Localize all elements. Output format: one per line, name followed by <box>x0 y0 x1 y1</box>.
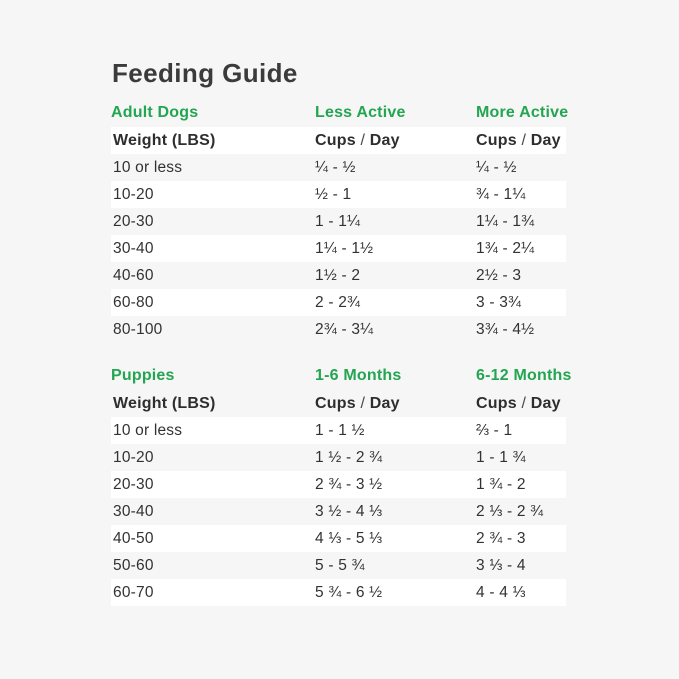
less-active-value: ½ - 1 <box>315 185 352 203</box>
table-row: 80-100 2¾ - 3¼ 3¾ - 4½ <box>111 316 566 343</box>
cups-label: Cups <box>315 394 356 412</box>
day-label: Day <box>530 131 561 149</box>
cups-per-day-header: Cups / Day <box>476 132 566 150</box>
weight-value: 40-60 <box>113 266 154 284</box>
more-active-value: 1¾ - 2¼ <box>476 239 535 257</box>
months-1-6-value: 5 ¾ - 6 ½ <box>315 583 383 601</box>
cups-label: Cups <box>476 131 517 149</box>
months-6-12-value: 1 ¾ - 2 <box>476 475 526 493</box>
puppies-section-label: Puppies <box>111 367 175 384</box>
weight-value: 10 or less <box>113 158 183 176</box>
less-active-column-label: Less Active <box>315 104 406 121</box>
less-active-value: 1¼ - 1½ <box>315 239 374 257</box>
cups-per-day-header: Cups / Day <box>476 395 566 413</box>
weight-lbs-header: Weight (LBS) <box>113 131 216 149</box>
adult-section-header-row: Adult Dogs Less Active More Active <box>111 99 569 127</box>
day-label: Day <box>530 394 561 412</box>
more-active-value: 3¾ - 4½ <box>476 320 535 338</box>
months-6-12-value: 1 - 1 ¾ <box>476 448 526 466</box>
day-label: Day <box>369 131 400 149</box>
table-row: 60-70 5 ¾ - 6 ½ 4 - 4 ⅓ <box>111 579 566 606</box>
table-row: 60-80 2 - 2¾ 3 - 3¾ <box>111 289 566 316</box>
more-active-value: ¾ - 1¼ <box>476 185 526 203</box>
slash-separator: / <box>521 394 527 412</box>
months-6-12-column-label: 6-12 Months <box>476 367 572 384</box>
less-active-value: 2 - 2¾ <box>315 293 361 311</box>
weight-value: 50-60 <box>113 556 154 574</box>
slash-separator: / <box>360 394 366 412</box>
less-active-value: 1½ - 2 <box>315 266 361 284</box>
months-6-12-value: 2 ¾ - 3 <box>476 529 526 547</box>
page-title: Feeding Guide <box>112 58 298 88</box>
months-1-6-value: 2 ¾ - 3 ½ <box>315 475 383 493</box>
table-row: 20-30 2 ¾ - 3 ½ 1 ¾ - 2 <box>111 471 566 498</box>
puppy-table-rows: Weight (LBS) Cups / Day Cups / Day 10 or… <box>111 390 566 606</box>
weight-value: 30-40 <box>113 502 154 520</box>
table-row: 40-50 4 ⅓ - 5 ⅓ 2 ¾ - 3 <box>111 525 566 552</box>
table-row: 50-60 5 - 5 ¾ 3 ⅓ - 4 <box>111 552 566 579</box>
months-1-6-value: 4 ⅓ - 5 ⅓ <box>315 529 383 547</box>
table-row: 10-20 ½ - 1 ¾ - 1¼ <box>111 181 566 208</box>
adult-dogs-table: Adult Dogs Less Active More Active Weigh… <box>111 99 569 343</box>
months-1-6-value: 3 ½ - 4 ⅓ <box>315 502 383 520</box>
weight-value: 10 or less <box>113 421 183 439</box>
cups-label: Cups <box>476 394 517 412</box>
months-6-12-value: 3 ⅓ - 4 <box>476 556 526 574</box>
table-row: 30-40 3 ½ - 4 ⅓ 2 ⅓ - 2 ¾ <box>111 498 566 525</box>
table-row: 10 or less 1 - 1 ½ ⅔ - 1 <box>111 417 566 444</box>
more-active-column-label: More Active <box>476 104 569 121</box>
cups-label: Cups <box>315 131 356 149</box>
months-1-6-column-label: 1-6 Months <box>315 367 402 384</box>
more-active-value: 1¼ - 1¾ <box>476 212 535 230</box>
months-1-6-value: 5 - 5 ¾ <box>315 556 365 574</box>
weight-value: 20-30 <box>113 475 154 493</box>
cups-per-day-header: Cups / Day <box>315 132 476 150</box>
more-active-value: 2½ - 3 <box>476 266 522 284</box>
table-row: 40-60 1½ - 2 2½ - 3 <box>111 262 566 289</box>
adult-table-header-row: Weight (LBS) Cups / Day Cups / Day <box>111 127 566 154</box>
adult-dogs-section-label: Adult Dogs <box>111 104 199 121</box>
weight-value: 10-20 <box>113 185 154 203</box>
weight-value: 30-40 <box>113 239 154 257</box>
more-active-value: 3 - 3¾ <box>476 293 522 311</box>
weight-value: 60-70 <box>113 583 154 601</box>
months-6-12-value: 2 ⅓ - 2 ¾ <box>476 502 544 520</box>
weight-value: 20-30 <box>113 212 154 230</box>
weight-value: 10-20 <box>113 448 154 466</box>
puppy-section-header-row: Puppies 1-6 Months 6-12 Months <box>111 362 572 390</box>
slash-separator: / <box>360 131 366 149</box>
less-active-value: ¼ - ½ <box>315 158 356 176</box>
more-active-value: ¼ - ½ <box>476 158 517 176</box>
weight-value: 80-100 <box>113 320 163 338</box>
slash-separator: / <box>521 131 527 149</box>
table-row: 20-30 1 - 1¼ 1¼ - 1¾ <box>111 208 566 235</box>
less-active-value: 2¾ - 3¼ <box>315 320 374 338</box>
table-row: 10 or less ¼ - ½ ¼ - ½ <box>111 154 566 181</box>
day-label: Day <box>369 394 400 412</box>
puppy-table-header-row: Weight (LBS) Cups / Day Cups / Day <box>111 390 566 417</box>
months-6-12-value: ⅔ - 1 <box>476 421 513 439</box>
puppies-table: Puppies 1-6 Months 6-12 Months Weight (L… <box>111 362 572 606</box>
months-1-6-value: 1 ½ - 2 ¾ <box>315 448 383 466</box>
months-6-12-value: 4 - 4 ⅓ <box>476 583 526 601</box>
adult-table-rows: Weight (LBS) Cups / Day Cups / Day 10 or… <box>111 127 566 343</box>
table-row: 10-20 1 ½ - 2 ¾ 1 - 1 ¾ <box>111 444 566 471</box>
table-row: 30-40 1¼ - 1½ 1¾ - 2¼ <box>111 235 566 262</box>
weight-value: 60-80 <box>113 293 154 311</box>
less-active-value: 1 - 1¼ <box>315 212 361 230</box>
cups-per-day-header: Cups / Day <box>315 395 476 413</box>
weight-value: 40-50 <box>113 529 154 547</box>
weight-lbs-header: Weight (LBS) <box>113 394 216 412</box>
months-1-6-value: 1 - 1 ½ <box>315 421 365 439</box>
